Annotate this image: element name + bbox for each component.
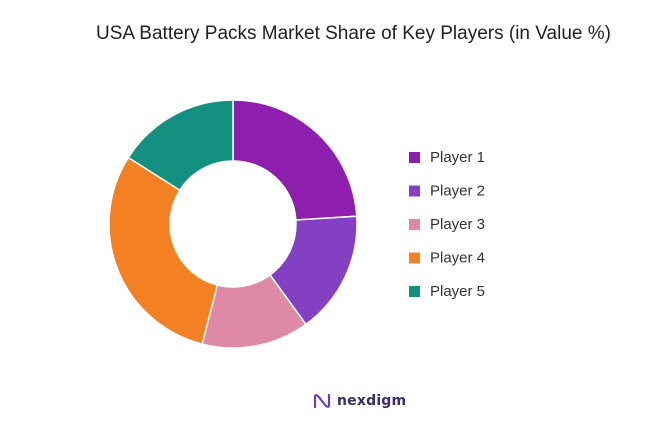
legend-item-2: Player 2: [409, 183, 485, 200]
legend-label-3: Player 3: [430, 216, 485, 233]
donut-slice-5: [127, 99, 234, 192]
legend-label-5: Player 5: [430, 283, 485, 300]
legend-swatch-2: [409, 185, 420, 197]
legend-item-3: Player 3: [409, 216, 485, 233]
legend-item-1: Player 1: [409, 149, 485, 166]
donut-slice-4: [108, 156, 219, 346]
brand-name: nexdigm: [337, 393, 407, 409]
donut-slice-1: [232, 99, 358, 221]
legend-swatch-1: [409, 152, 420, 163]
legend-label-2: Player 2: [430, 183, 485, 200]
legend-label-4: Player 4: [430, 250, 485, 267]
chart-title: USA Battery Packs Market Share of Key Pl…: [96, 23, 611, 44]
donut-slices: [108, 99, 358, 349]
nexdigm-logo-icon: [313, 393, 331, 409]
legend-label-1: Player 1: [430, 149, 485, 166]
brand-logo: nexdigm: [313, 392, 406, 410]
legend-swatch-5: [409, 286, 420, 297]
legend-swatch-3: [409, 219, 420, 230]
chart-legend: Player 1 Player 2 Player 3 Player 4 Player 5: [409, 149, 485, 300]
legend-swatch-4: [409, 252, 420, 264]
legend-item-4: Player 4: [409, 250, 485, 267]
legend-item-5: Player 5: [409, 283, 485, 300]
